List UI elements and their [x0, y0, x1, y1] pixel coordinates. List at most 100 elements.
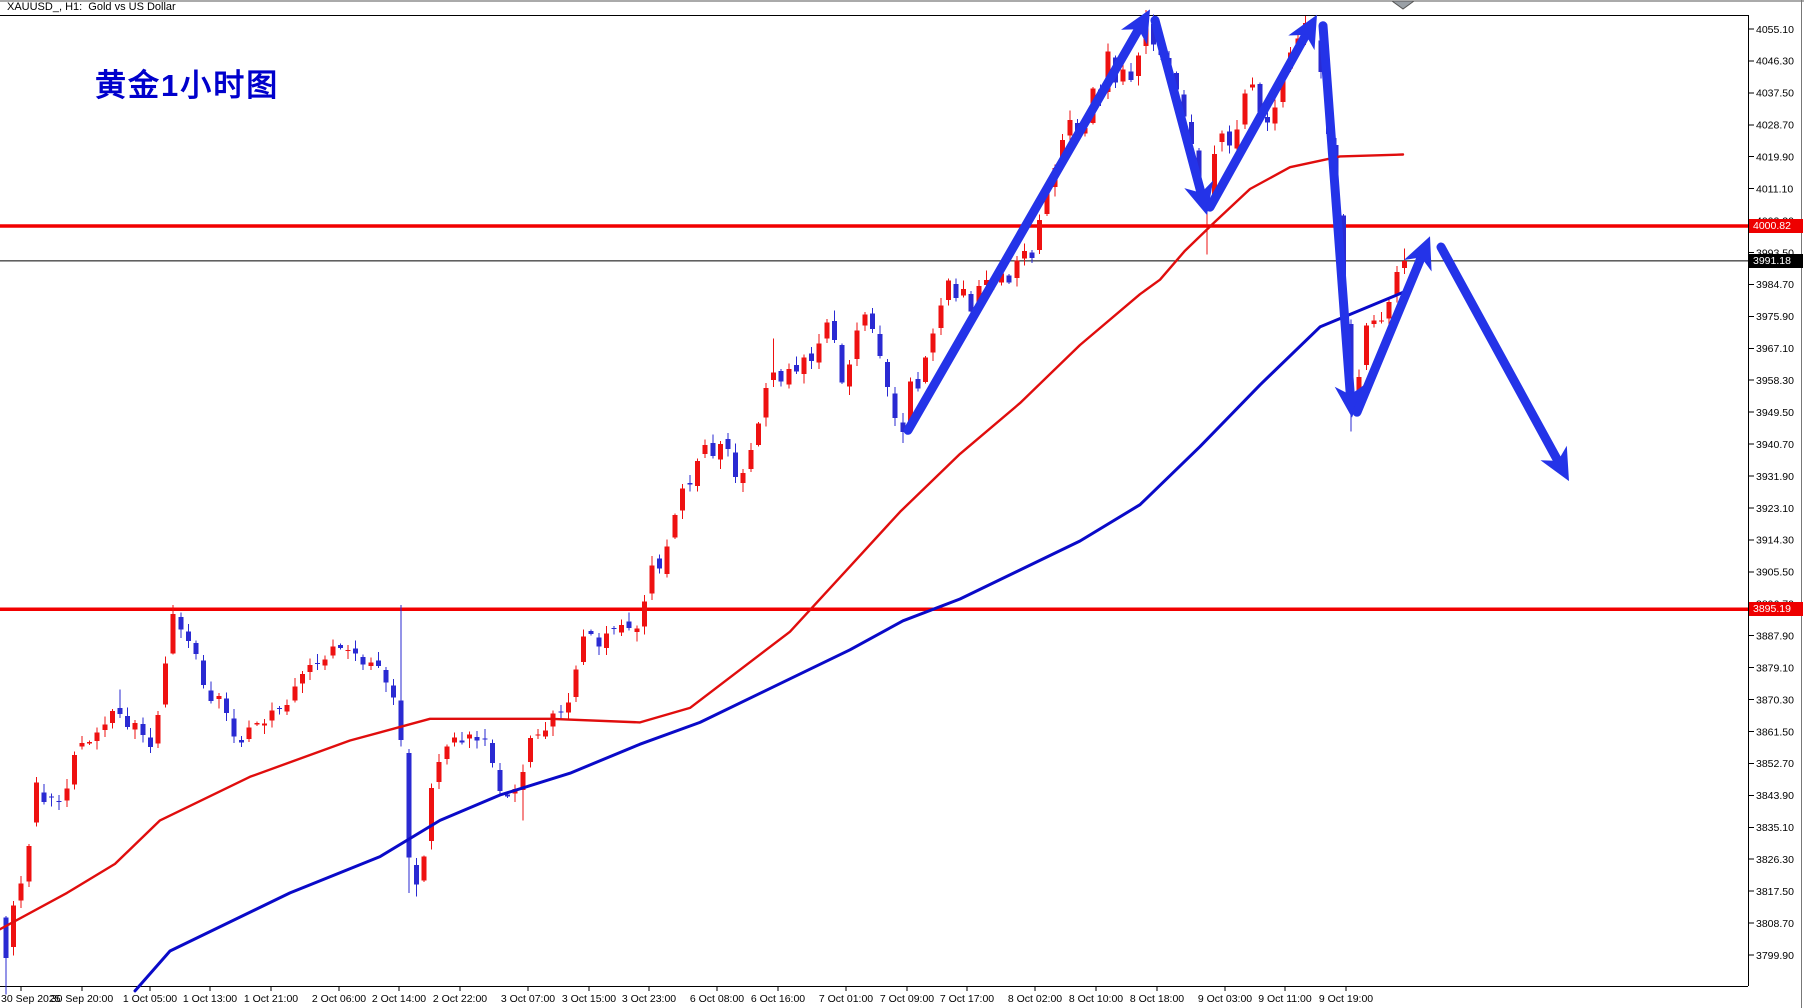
candle-body	[64, 788, 70, 801]
trend-arrows[interactable]	[903, 9, 1570, 482]
price-tick-label: 3870.30	[1756, 694, 1794, 706]
time-tick-label: 2 Oct 22:00	[433, 993, 487, 1005]
price-tick-label: 3984.70	[1756, 279, 1794, 291]
candle-body	[1021, 251, 1027, 259]
candle-body	[641, 601, 647, 627]
arrow-shaft[interactable]	[1352, 253, 1426, 417]
ma-fast-red-line	[0, 153, 1405, 931]
price-tick-label: 4028.70	[1756, 120, 1794, 132]
candle-body	[18, 883, 24, 901]
time-tick-label: 9 Oct 19:00	[1319, 993, 1373, 1005]
candle-body	[672, 515, 678, 538]
candle-body	[467, 734, 473, 739]
candle-body	[1386, 301, 1392, 319]
candle-body	[459, 740, 465, 743]
candle-body	[208, 690, 214, 702]
candle-body	[1151, 24, 1157, 45]
candle-body	[907, 381, 913, 423]
candle-body	[406, 753, 412, 858]
candle-body	[717, 443, 723, 460]
candle-body	[1029, 252, 1035, 258]
candle-body	[763, 387, 769, 418]
time-tick-label: 7 Oct 09:00	[880, 993, 934, 1005]
time-tick-label: 2 Oct 14:00	[372, 993, 426, 1005]
arrow-head-up[interactable]	[1403, 236, 1432, 272]
candle-body	[1067, 120, 1073, 136]
price-tick-label: 3958.30	[1756, 375, 1794, 387]
candle-body	[778, 371, 784, 382]
candle-body	[360, 656, 366, 665]
candle-body	[71, 755, 77, 785]
candle-body	[854, 330, 860, 359]
candle-body	[307, 664, 313, 673]
candle-body	[603, 633, 609, 649]
time-tick-label: 8 Oct 10:00	[1069, 993, 1123, 1005]
candle-body	[930, 333, 936, 353]
arrow-shaft[interactable]	[1205, 31, 1310, 212]
price-tick-label: 3967.10	[1756, 343, 1794, 355]
time-tick-label: 30 Sep 20:00	[51, 993, 114, 1005]
time-tick-label: 6 Oct 16:00	[751, 993, 805, 1005]
candle-body	[824, 322, 830, 339]
arrow-head-up[interactable]	[1121, 9, 1150, 45]
price-tick-label: 3826.30	[1756, 854, 1794, 866]
candle-body	[1272, 107, 1278, 124]
candle-body	[702, 444, 708, 455]
candle-body	[337, 644, 343, 648]
arrow-shaft[interactable]	[1318, 21, 1355, 399]
candle-body	[1249, 84, 1255, 88]
arrow-head-down[interactable]	[1540, 445, 1570, 482]
candle-body	[695, 460, 701, 487]
candle-body	[429, 788, 435, 841]
horizontal-level-lines[interactable]	[0, 224, 1748, 611]
candle-body	[132, 723, 138, 730]
price-tick-label: 3940.70	[1756, 439, 1794, 451]
arrow-head-up[interactable]	[1288, 14, 1317, 51]
arrow-shaft[interactable]	[1436, 242, 1562, 465]
candle-body	[543, 730, 549, 737]
candle-body	[1379, 320, 1385, 322]
object-anchor-marker-icon[interactable]	[1390, 0, 1416, 10]
candle-body	[1006, 275, 1012, 283]
candle-body	[839, 344, 845, 383]
candle-body	[109, 711, 115, 723]
price-tick-label: 3852.70	[1756, 758, 1794, 770]
candle-body	[1173, 72, 1179, 90]
candle-body	[1181, 94, 1187, 117]
candle-body	[178, 617, 184, 630]
chart-title: XAUUSD_, H1: Gold vs US Dollar	[7, 1, 176, 13]
price-tick-label: 4055.10	[1756, 24, 1794, 36]
arrow-shaft[interactable]	[903, 25, 1143, 435]
candles-layer	[3, 9, 1407, 995]
candle-body	[558, 711, 564, 713]
candle-body	[284, 705, 290, 712]
candle-body	[885, 361, 891, 388]
candle-body	[1120, 69, 1126, 82]
arrow-head-down[interactable]	[1334, 384, 1365, 418]
price-tick-label: 3879.10	[1756, 662, 1794, 674]
candle-body	[862, 314, 868, 326]
candle-body	[246, 727, 252, 740]
candle-body	[588, 631, 594, 635]
candle-body	[520, 772, 526, 790]
price-axis: 4055.10 4046.30 4037.50 4028.70 4019.90 4011.…	[1748, 24, 1794, 962]
price-tick-label: 3914.30	[1756, 535, 1794, 547]
candle-body	[1189, 122, 1195, 145]
candle-body	[649, 565, 655, 594]
candle-body	[216, 696, 222, 700]
candle-body	[961, 289, 967, 296]
candle-body	[201, 660, 207, 685]
candle-body	[375, 660, 381, 666]
price-badge-support: 3895.19	[1749, 602, 1803, 617]
candle-body	[725, 439, 731, 449]
arrow-shaft[interactable]	[1150, 15, 1206, 197]
price-tick-label: 3817.50	[1756, 886, 1794, 898]
candle-body	[664, 546, 670, 575]
candle-body	[1014, 260, 1020, 278]
price-tick-label: 3843.90	[1756, 790, 1794, 802]
candle-body	[755, 423, 761, 446]
candle-body	[953, 284, 959, 298]
time-tick-label: 30 Sep 2025	[1, 993, 61, 1005]
